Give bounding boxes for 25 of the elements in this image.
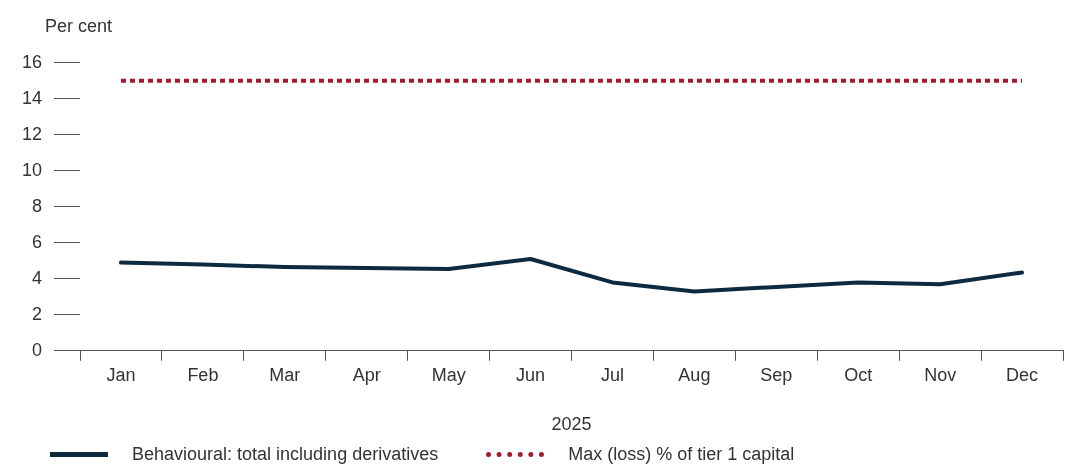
y-axis-title: Per cent [45, 16, 113, 37]
x-tick-label: Jun [516, 364, 546, 385]
x-tick-label: Dec [1006, 364, 1039, 385]
y-tick-label: 14 [21, 87, 43, 108]
y-tick-label: 2 [32, 303, 43, 324]
y-tick-label: 10 [21, 159, 43, 180]
x-tick-label: Apr [352, 364, 381, 385]
y-tick-label: 16 [21, 51, 43, 72]
x-tick-label: Jan [106, 364, 136, 385]
x-tick-label: Jul [600, 364, 624, 385]
y-tick-label: 0 [32, 339, 43, 360]
y-tick-label: 6 [32, 231, 43, 252]
y-tick-label: 8 [32, 195, 43, 216]
x-tick-label: Nov [924, 364, 957, 385]
legend-label: Behavioural: total including derivatives [132, 444, 439, 465]
legend-label: Max (loss) % of tier 1 capital [568, 444, 795, 465]
x-tick-label: Feb [187, 364, 219, 385]
y-tick-label: 4 [32, 267, 43, 288]
x-tick-label: Mar [269, 364, 301, 385]
y-tick-label: 12 [21, 123, 43, 144]
x-tick-label: Oct [844, 364, 873, 385]
x-tick-label: Aug [678, 364, 711, 385]
x-axis-title: 2025 [551, 414, 592, 435]
x-tick-label: May [431, 364, 466, 385]
x-tick-label: Sep [760, 364, 793, 385]
